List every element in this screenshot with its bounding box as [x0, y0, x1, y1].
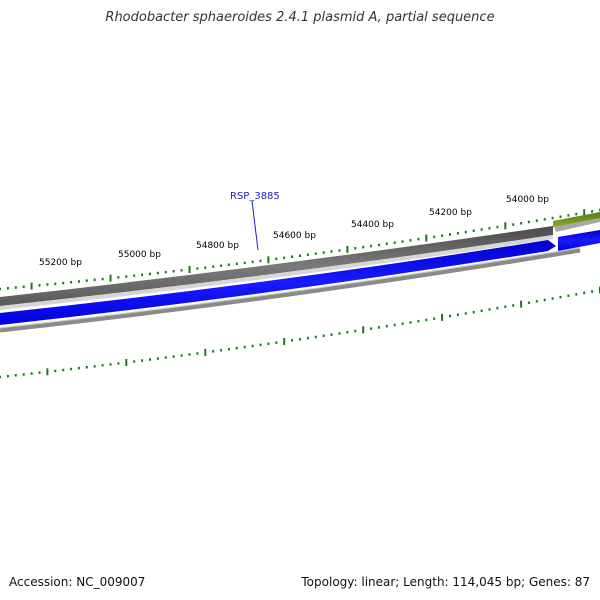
cds-track-right[interactable]	[558, 230, 600, 251]
tick-ring-top	[0, 208, 600, 291]
track-separator	[0, 235, 553, 310]
scale-label-54200: 54200 bp	[429, 208, 472, 218]
scale-label-55000: 55000 bp	[118, 250, 161, 260]
scale-label-54800: 54800 bp	[196, 241, 239, 251]
accession-text: Accession: NC_009007	[9, 575, 146, 589]
green-feature[interactable]	[553, 212, 600, 227]
cds-track[interactable]	[0, 240, 556, 325]
summary-text: Topology: linear; Length: 114,045 bp; Ge…	[301, 575, 590, 589]
scale-label-54000: 54000 bp	[506, 195, 549, 205]
scale-label-54600: 54600 bp	[273, 231, 316, 241]
gene-label[interactable]: RSP_3885	[230, 191, 280, 202]
gene-label-leader	[251, 200, 259, 251]
gene-track[interactable]	[0, 226, 553, 306]
scale-label-55200: 55200 bp	[39, 258, 82, 268]
tick-ring-bottom	[0, 286, 600, 379]
lower-track	[0, 247, 581, 333]
map-title: Rhodobacter sphaeroides 2.4.1 plasmid A,…	[105, 10, 495, 25]
scale-label-54400: 54400 bp	[351, 220, 394, 230]
lower-track-highlight	[0, 247, 581, 329]
